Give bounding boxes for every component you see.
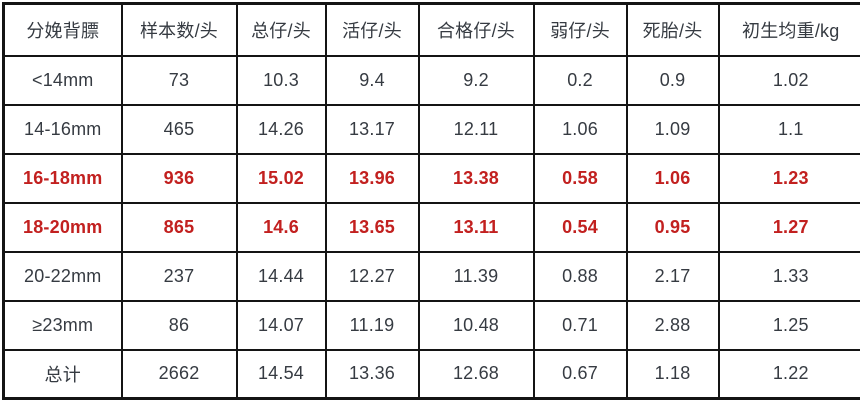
- table-cell: 1.1: [719, 105, 860, 154]
- table-cell: 12.11: [419, 105, 534, 154]
- column-header-born-alive: 活仔/头: [326, 4, 419, 56]
- table-cell: 1.06: [534, 105, 627, 154]
- table-cell: 13.17: [326, 105, 419, 154]
- table-cell: 9.4: [326, 56, 419, 105]
- table-row-highlighted: 18-20mm 865 14.6 13.65 13.11 0.54 0.95 1…: [4, 203, 860, 252]
- table-cell: 13.38: [419, 154, 534, 203]
- table-cell: 14.54: [237, 350, 326, 399]
- table-cell: 1.23: [719, 154, 860, 203]
- table-cell: 总计: [4, 350, 122, 399]
- table-cell: 12.27: [326, 252, 419, 301]
- table-cell: 1.22: [719, 350, 860, 399]
- table-cell: 936: [122, 154, 237, 203]
- table-cell: 13.96: [326, 154, 419, 203]
- table-row: <14mm 73 10.3 9.4 9.2 0.2 0.9 1.02: [4, 56, 860, 105]
- table-cell: 86: [122, 301, 237, 350]
- table-cell: 13.36: [326, 350, 419, 399]
- table-cell: 2.17: [627, 252, 719, 301]
- table-cell: 10.48: [419, 301, 534, 350]
- table-cell: 1.33: [719, 252, 860, 301]
- table-cell: 2662: [122, 350, 237, 399]
- table-cell: 11.19: [326, 301, 419, 350]
- table-cell: 0.71: [534, 301, 627, 350]
- table-row-highlighted: 16-18mm 936 15.02 13.96 13.38 0.58 1.06 …: [4, 154, 860, 203]
- table-cell: 237: [122, 252, 237, 301]
- table-cell: 1.25: [719, 301, 860, 350]
- table-cell: 1.18: [627, 350, 719, 399]
- table-cell: 14.44: [237, 252, 326, 301]
- table-cell: 0.95: [627, 203, 719, 252]
- table-cell: 11.39: [419, 252, 534, 301]
- table-cell: 12.68: [419, 350, 534, 399]
- table-cell: 73: [122, 56, 237, 105]
- column-header-sample-count: 样本数/头: [122, 4, 237, 56]
- table-cell: 13.65: [326, 203, 419, 252]
- table-cell: 14.07: [237, 301, 326, 350]
- table-cell: 2.88: [627, 301, 719, 350]
- table-cell: ≥23mm: [4, 301, 122, 350]
- table-cell: 1.27: [719, 203, 860, 252]
- header-row: 分娩背膘 样本数/头 总仔/头 活仔/头 合格仔/头 弱仔/头 死胎/头 初生均…: [4, 4, 860, 56]
- table-cell: 0.2: [534, 56, 627, 105]
- table-cell: 9.2: [419, 56, 534, 105]
- table-cell: 0.58: [534, 154, 627, 203]
- table-cell: 865: [122, 203, 237, 252]
- table-cell: 10.3: [237, 56, 326, 105]
- column-header-qualified: 合格仔/头: [419, 4, 534, 56]
- table-cell: 14.6: [237, 203, 326, 252]
- table-row: 14-16mm 465 14.26 13.17 12.11 1.06 1.09 …: [4, 105, 860, 154]
- column-header-total-born: 总仔/头: [237, 4, 326, 56]
- table-cell: 18-20mm: [4, 203, 122, 252]
- column-header-stillborn: 死胎/头: [627, 4, 719, 56]
- table-cell: 15.02: [237, 154, 326, 203]
- table-cell: 1.02: [719, 56, 860, 105]
- table-row: 20-22mm 237 14.44 12.27 11.39 0.88 2.17 …: [4, 252, 860, 301]
- table-row-total: 总计 2662 14.54 13.36 12.68 0.67 1.18 1.22: [4, 350, 860, 399]
- column-header-backfat: 分娩背膘: [4, 4, 122, 56]
- table-cell: 1.06: [627, 154, 719, 203]
- table-cell: 13.11: [419, 203, 534, 252]
- table-cell: 16-18mm: [4, 154, 122, 203]
- table-cell: 1.09: [627, 105, 719, 154]
- table-cell: <14mm: [4, 56, 122, 105]
- table-cell: 14-16mm: [4, 105, 122, 154]
- column-header-weak: 弱仔/头: [534, 4, 627, 56]
- table-cell: 0.88: [534, 252, 627, 301]
- table-row: ≥23mm 86 14.07 11.19 10.48 0.71 2.88 1.2…: [4, 301, 860, 350]
- column-header-birth-weight: 初生均重/kg: [719, 4, 860, 56]
- table-cell: 0.9: [627, 56, 719, 105]
- table-cell: 0.54: [534, 203, 627, 252]
- table-cell: 0.67: [534, 350, 627, 399]
- table-cell: 14.26: [237, 105, 326, 154]
- table-cell: 20-22mm: [4, 252, 122, 301]
- table-cell: 465: [122, 105, 237, 154]
